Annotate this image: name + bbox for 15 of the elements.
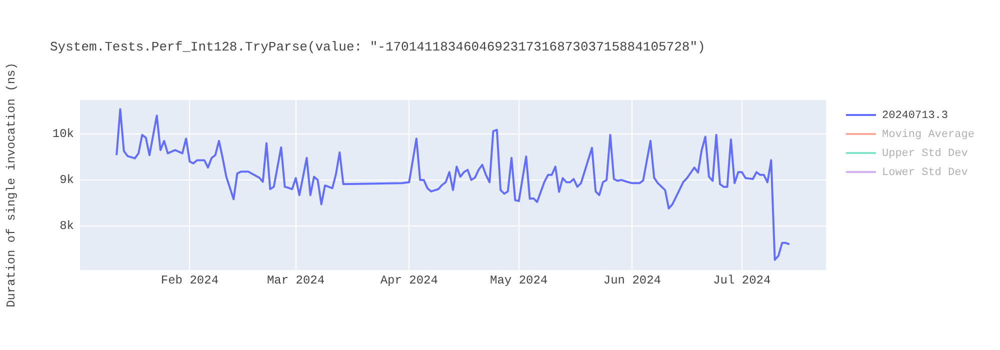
x-tick-label: Mar 2024	[266, 273, 325, 288]
x-tick-label: Jul 2024	[713, 273, 771, 288]
x-tick-label: Apr 2024	[380, 273, 438, 288]
y-tick-label: 9k	[60, 173, 74, 188]
legend-label: Moving Average	[882, 128, 974, 141]
x-tick-label: May 2024	[490, 273, 548, 288]
x-tick-label: Jun 2024	[603, 273, 661, 288]
y-tick-label: 8k	[60, 219, 74, 234]
legend-label: Upper Std Dev	[882, 148, 968, 160]
legend-label: 20240713.3	[882, 110, 948, 122]
y-tick-label: 10k	[52, 127, 74, 142]
x-tick-label: Feb 2024	[160, 273, 219, 288]
legend-label: Lower Std Dev	[882, 166, 968, 179]
y-axis-title: Duration of single invocation (ns)	[4, 62, 18, 308]
chart-title: System.Tests.Perf_Int128.TryParse(value: "-170141183460469231731687303715884105728")	[50, 39, 706, 54]
